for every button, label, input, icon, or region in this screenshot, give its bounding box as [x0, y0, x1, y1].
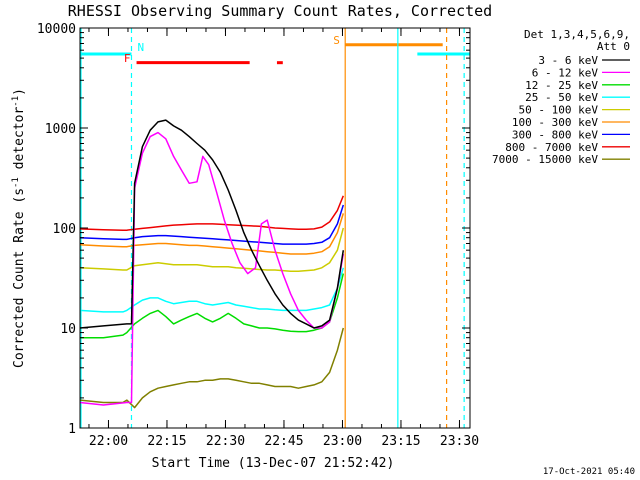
y-axis-label: Corrected Count Rate (s-1 detector-1): [11, 88, 27, 368]
series-line-8: [79, 327, 345, 409]
y-tick-label-0: 1: [68, 422, 76, 437]
x-tick-label-0: 22:00: [89, 434, 128, 449]
legend-header-line1: Det 1,3,4,5,6,9,: [524, 28, 630, 41]
footer-timestamp: 17-Oct-2021 05:40: [543, 467, 635, 477]
y-axis-label-part1: Corrected Count Rate (s: [12, 188, 27, 368]
y-axis-label-part2: detector: [12, 107, 27, 178]
y-tick-label-3: 1000: [45, 122, 76, 137]
series-line-1: [79, 131, 345, 406]
legend-label-3: 25 - 50 keV: [525, 91, 598, 104]
series-line-5: [79, 213, 345, 255]
legend-header-line2: Att 0: [597, 40, 630, 53]
chart-title: RHESSI Observing Summary Count Rates, Co…: [68, 2, 492, 20]
annotation-s: S: [333, 34, 340, 47]
x-tick-label-5: 23:15: [381, 434, 420, 449]
legend-label-5: 100 - 300 keV: [512, 116, 598, 129]
series-line-6: [79, 204, 345, 245]
legend-label-8: 7000 - 15000 keV: [492, 153, 598, 166]
y-axis-label-sup1: -1: [11, 177, 21, 188]
x-tick-label-3: 22:45: [264, 434, 303, 449]
x-axis-ticks: 22:00 22:15 22:30 22:45 23:00 23:15 23:30: [88, 28, 479, 449]
legend-label-4: 50 - 100 keV: [519, 104, 599, 117]
series-line-4: [79, 227, 345, 272]
x-axis-label: Start Time (13-Dec-07 21:52:42): [152, 456, 395, 471]
x-tick-label-4: 23:00: [323, 434, 362, 449]
legend-label-1: 6 - 12 keV: [532, 66, 599, 79]
y-tick-label-2: 100: [53, 222, 76, 237]
legend-label-2: 12 - 25 keV: [525, 79, 598, 92]
annotations: NF S: [124, 34, 340, 65]
series-lines: [79, 119, 345, 409]
y-tick-label-4: 10000: [37, 22, 76, 37]
y-axis-label-part3: ): [12, 88, 27, 96]
series-line-3: [79, 267, 345, 313]
annotation-n: N: [137, 41, 144, 54]
series-line-2: [80, 273, 345, 339]
y-axis-label-sup2: -1: [11, 96, 21, 107]
y-tick-label-1: 10: [60, 322, 76, 337]
x-tick-label-2: 22:30: [206, 434, 245, 449]
flag-bars: [80, 43, 470, 65]
legend-label-0: 3 - 6 keV: [538, 54, 598, 67]
series-line-0: [79, 119, 345, 329]
legend-label-6: 300 - 800 keV: [512, 128, 598, 141]
x-tick-label-6: 23:30: [440, 434, 479, 449]
annotation-f: F: [124, 52, 131, 65]
series-line-7: [79, 195, 344, 231]
x-tick-label-1: 22:15: [147, 434, 186, 449]
y-axis-ticks: 1 10 100 1000 10000: [37, 22, 470, 437]
legend-label-7: 800 - 7000 keV: [505, 141, 598, 154]
